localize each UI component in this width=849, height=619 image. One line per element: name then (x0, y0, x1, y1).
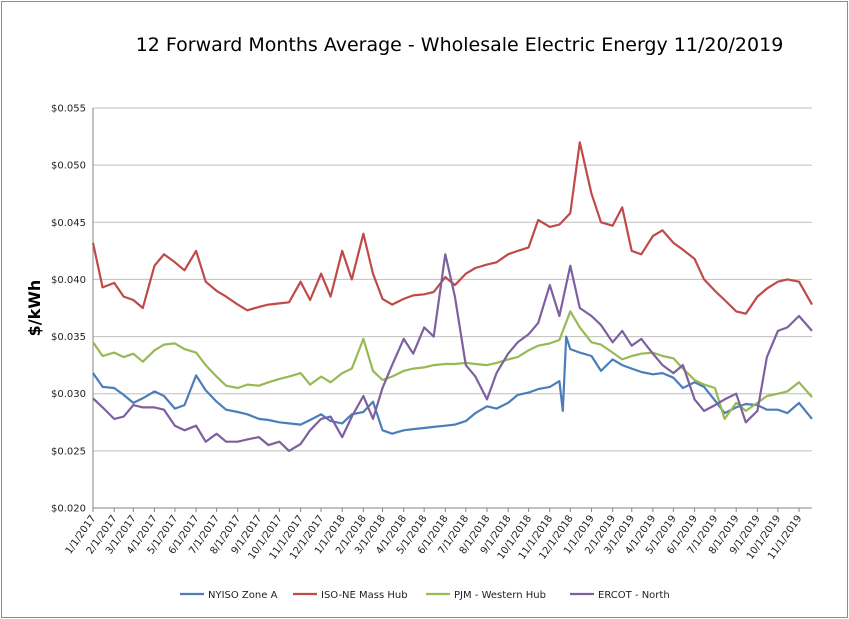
y-tick-label: $0.045 (51, 218, 86, 229)
y-axis-ticks: $0.020 $0.025 $0.030 $0.035 $0.040 $0.045 $0.0… (51, 104, 86, 515)
legend-label: PJM - Western Hub (454, 590, 546, 601)
y-axis-label: $/kWh (25, 280, 44, 337)
legend-label: NYISO Zone A (208, 590, 278, 601)
series-line-ercot-north (92, 253, 813, 452)
gridlines (92, 107, 812, 509)
y-tick-label: $0.030 (51, 389, 86, 400)
y-tick-label: $0.020 (51, 504, 86, 515)
y-tick-label: $0.025 (51, 446, 86, 457)
series-line-nyiso-zone-a (92, 335, 813, 435)
legend-label: ISO-NE Mass Hub (321, 590, 408, 601)
y-tick-label: $0.050 (51, 161, 86, 172)
y-tick-label: $0.055 (51, 104, 86, 115)
legend-label: ERCOT - North (598, 590, 670, 601)
legend: NYISO Zone A ISO-NE Mass Hub PJM - Western… (180, 590, 670, 601)
y-tick-label: $0.035 (51, 332, 86, 343)
y-tick-label: $0.040 (51, 275, 86, 286)
series-line-iso-ne-mass-hub (91, 141, 813, 315)
series-line-pjm-western-hub (92, 310, 813, 420)
series-lines (91, 141, 813, 452)
x-axis-ticks: 1/1/20172/1/20173/1/20174/1/20175/1/2017… (64, 508, 804, 562)
chart-title: 12 Forward Months Average - Wholesale El… (135, 34, 784, 56)
